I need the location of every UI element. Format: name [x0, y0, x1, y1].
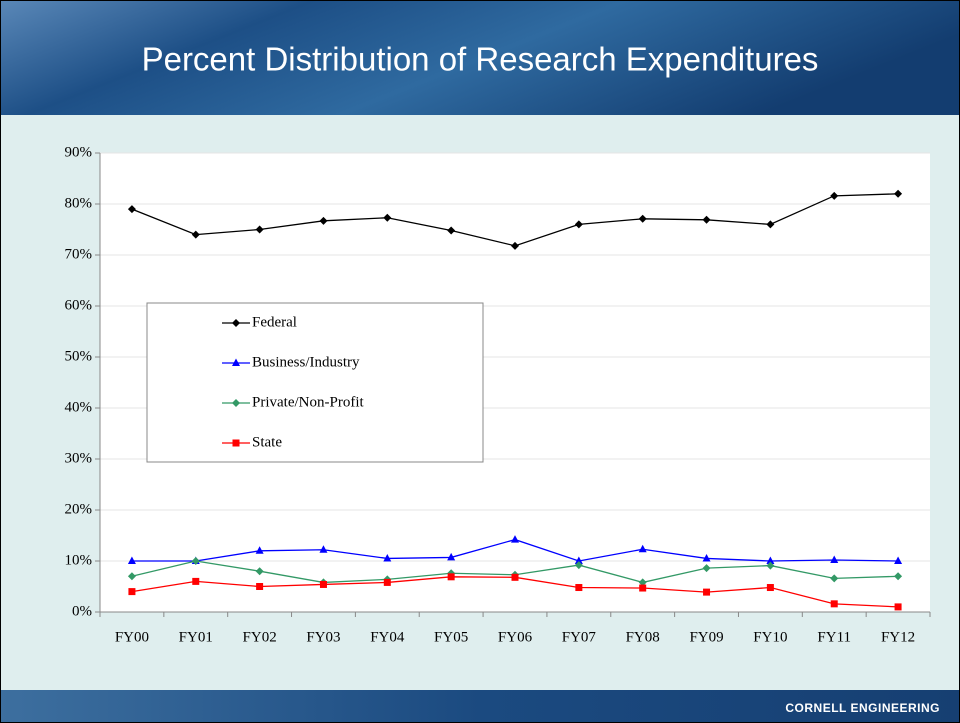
x-tick-label: FY06: [498, 629, 533, 645]
y-tick-label: 20%: [65, 501, 93, 517]
legend-label: Federal: [252, 314, 297, 330]
footer-text: CORNELL ENGINEERING: [785, 701, 940, 715]
x-tick-label: FY01: [179, 629, 213, 645]
y-tick-label: 80%: [65, 195, 93, 211]
x-tick-label: FY07: [562, 629, 597, 645]
marker: [830, 574, 839, 583]
x-tick-label: FY10: [753, 629, 787, 645]
y-tick-label: 10%: [65, 552, 93, 568]
marker: [638, 214, 647, 223]
x-tick-label: FY00: [115, 629, 149, 645]
marker: [191, 230, 200, 239]
marker: [255, 225, 264, 234]
marker: [702, 553, 711, 562]
marker: [447, 226, 456, 235]
marker: [574, 561, 583, 570]
legend-marker: [232, 319, 240, 327]
y-tick-label: 30%: [65, 450, 93, 466]
marker: [127, 572, 136, 581]
x-tick-label: FY09: [689, 629, 723, 645]
y-tick-label: 0%: [72, 603, 92, 619]
x-tick-label: FY03: [306, 629, 340, 645]
marker: [319, 545, 328, 553]
marker: [703, 588, 711, 596]
marker: [511, 573, 519, 581]
y-tick-label: 70%: [65, 246, 93, 262]
marker: [830, 191, 839, 200]
x-tick-label: FY11: [817, 629, 851, 645]
marker: [256, 583, 264, 590]
marker: [639, 584, 647, 592]
marker: [574, 556, 583, 564]
marker: [894, 572, 903, 581]
marker: [638, 544, 647, 553]
y-tick-label: 90%: [65, 144, 93, 160]
marker: [511, 241, 519, 250]
slide-title: Percent Distribution of Research Expendi…: [142, 41, 819, 78]
marker: [383, 578, 391, 586]
marker: [127, 205, 136, 214]
marker: [383, 213, 392, 222]
x-tick-label: FY12: [881, 629, 915, 645]
marker: [894, 556, 903, 564]
x-tick-label: FY02: [243, 629, 277, 645]
marker: [319, 580, 327, 588]
marker: [383, 553, 392, 562]
marker: [255, 567, 264, 576]
marker: [192, 577, 200, 585]
marker: [447, 573, 455, 581]
legend-marker: [232, 358, 240, 366]
marker: [575, 584, 583, 592]
marker: [574, 220, 583, 229]
marker: [894, 603, 902, 611]
legend-marker: [232, 399, 240, 407]
marker: [766, 584, 774, 592]
marker: [766, 220, 775, 229]
marker: [702, 215, 711, 224]
marker: [638, 578, 647, 587]
x-tick-label: FY04: [370, 629, 405, 645]
legend-label: Private/Non-Profit: [252, 394, 364, 410]
marker: [319, 216, 328, 225]
footer-band: [0, 690, 960, 723]
marker: [255, 546, 264, 554]
marker: [128, 588, 136, 596]
marker: [830, 555, 839, 563]
legend-label: State: [252, 434, 282, 450]
marker: [766, 561, 775, 570]
x-tick-label: FY05: [434, 629, 468, 645]
y-tick-label: 50%: [65, 348, 93, 364]
marker: [894, 189, 903, 198]
legend-label: Business/Industry: [252, 354, 360, 370]
marker: [830, 600, 838, 608]
marker: [766, 556, 775, 564]
legend: [146, 302, 484, 463]
header-band: [0, 0, 960, 115]
marker: [702, 564, 711, 573]
y-tick-label: 40%: [65, 399, 93, 415]
marker: [511, 535, 519, 543]
y-tick-label: 60%: [65, 297, 93, 313]
marker: [447, 552, 456, 561]
marker: [191, 557, 200, 565]
legend-marker: [232, 439, 240, 447]
marker: [127, 556, 136, 564]
x-tick-label: FY08: [626, 629, 660, 645]
